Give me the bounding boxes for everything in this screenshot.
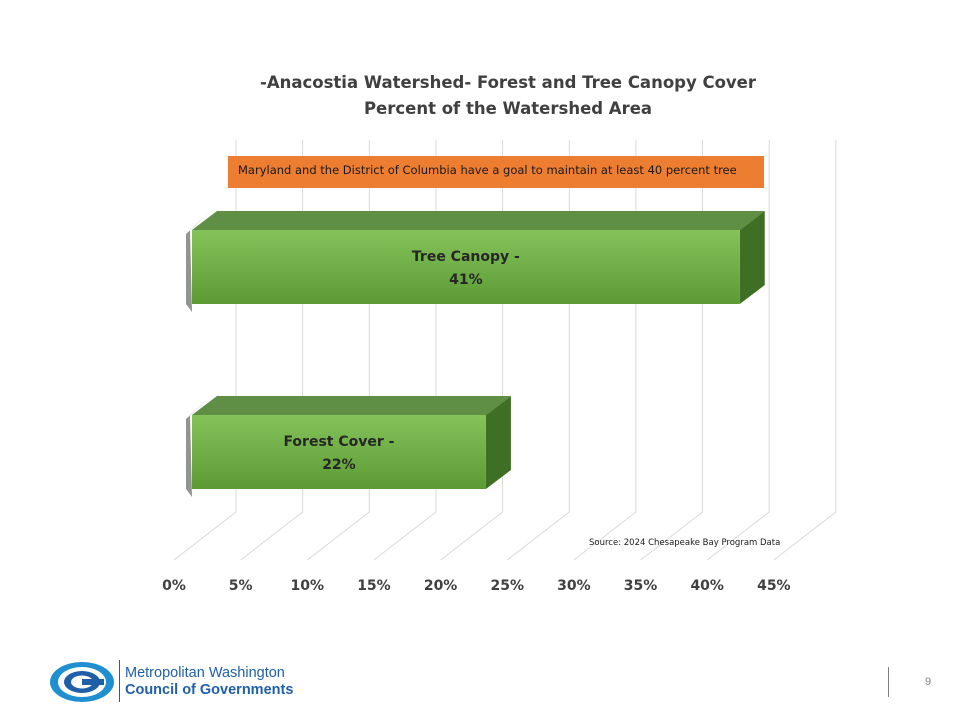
chart-subtitle: Percent of the Watershed Area bbox=[363, 99, 653, 118]
gridline bbox=[706, 140, 770, 561]
x-tick-label: 10% bbox=[291, 578, 325, 594]
gridline bbox=[440, 140, 504, 561]
x-tick-label: 45% bbox=[757, 578, 791, 594]
x-tick-label: 40% bbox=[690, 578, 724, 594]
x-tick-label: 0% bbox=[162, 578, 186, 594]
bar-value-label: 41% bbox=[449, 272, 483, 288]
page-divider bbox=[888, 667, 889, 697]
bar-top-face bbox=[192, 211, 765, 230]
gridline bbox=[306, 140, 370, 561]
gridline bbox=[506, 140, 570, 561]
bar-shadow bbox=[186, 396, 211, 497]
page-number: 9 bbox=[925, 676, 932, 688]
bar-side-face bbox=[485, 396, 511, 489]
gridline bbox=[573, 140, 637, 561]
x-tick-label: 25% bbox=[490, 578, 524, 594]
cog-logo-icon bbox=[50, 662, 114, 702]
bar: Tree Canopy - 41% bbox=[186, 211, 765, 312]
bar-front-face bbox=[192, 415, 486, 489]
org-name-line1: Metropolitan Washington bbox=[125, 665, 285, 681]
bar: Forest Cover - 22% bbox=[186, 396, 511, 497]
bar-top-face bbox=[192, 396, 511, 415]
bar-category-label: Forest Cover - bbox=[283, 434, 394, 450]
x-tick-label: 30% bbox=[557, 578, 591, 594]
gridline bbox=[173, 140, 237, 561]
bar-front-face bbox=[192, 230, 740, 304]
x-tick-label: 20% bbox=[424, 578, 458, 594]
org-name-line2: Council of Governments bbox=[125, 682, 294, 698]
gridline bbox=[240, 140, 304, 561]
gridline bbox=[773, 140, 837, 561]
chart-title: -Anacostia Watershed- Forest and Tree Ca… bbox=[259, 73, 756, 92]
gridline bbox=[640, 140, 704, 561]
bar-side-face bbox=[739, 211, 765, 304]
bar-category-label: Tree Canopy - bbox=[412, 249, 520, 265]
bar-shadow bbox=[186, 211, 211, 312]
x-tick-label: 5% bbox=[229, 578, 253, 594]
source-note: Source: 2024 Chesapeake Bay Program Data bbox=[589, 538, 781, 548]
gridline bbox=[373, 140, 437, 561]
logo-divider bbox=[119, 660, 120, 702]
goal-annotation: Maryland and the District of Columbia ha… bbox=[228, 156, 764, 188]
x-tick-label: 35% bbox=[624, 578, 658, 594]
bar-value-label: 22% bbox=[322, 457, 356, 473]
x-tick-label: 15% bbox=[357, 578, 391, 594]
